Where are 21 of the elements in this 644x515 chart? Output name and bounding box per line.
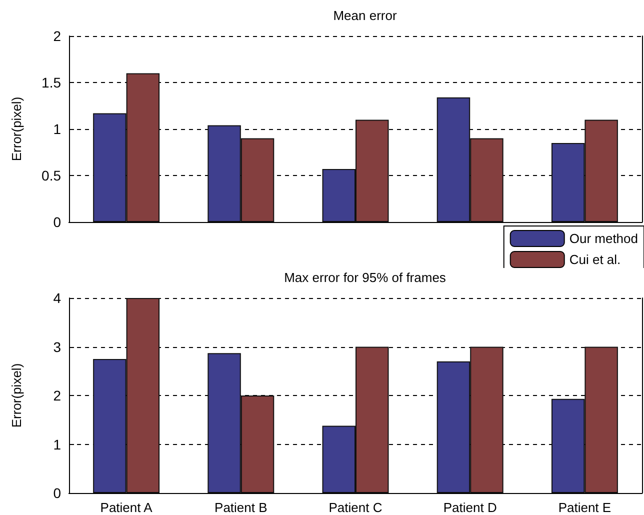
y-tick-label: 1 <box>53 436 62 452</box>
x-tick-label: Patient D <box>443 500 497 515</box>
chart-title: Max error for 95% of frames <box>284 270 446 285</box>
y-tick-label: 1 <box>53 121 62 137</box>
x-tick-label: Patient E <box>558 500 612 515</box>
y-tick-label: 0 <box>53 214 62 230</box>
y-axis-title: Error(pixel) <box>9 363 24 428</box>
y-tick-label: 2 <box>53 28 62 44</box>
y-tick-label: 4 <box>53 290 62 306</box>
y-tick-label: 3 <box>53 338 62 355</box>
y-axis-title: Error(pixel) <box>9 96 24 162</box>
y-tick-label: 1.5 <box>42 74 62 90</box>
chart-title: Mean error <box>333 8 398 23</box>
x-tick-label: Patient A <box>100 500 153 515</box>
legend-label: Our method <box>569 231 638 246</box>
legend-label: Cui et al. <box>569 252 621 267</box>
x-tick-label: Patient C <box>328 500 382 515</box>
x-tick-label: Patient B <box>214 500 268 515</box>
y-tick-label: 0 <box>53 485 62 501</box>
y-tick-label: 0.5 <box>42 168 62 184</box>
y-tick-label: 2 <box>53 388 62 404</box>
